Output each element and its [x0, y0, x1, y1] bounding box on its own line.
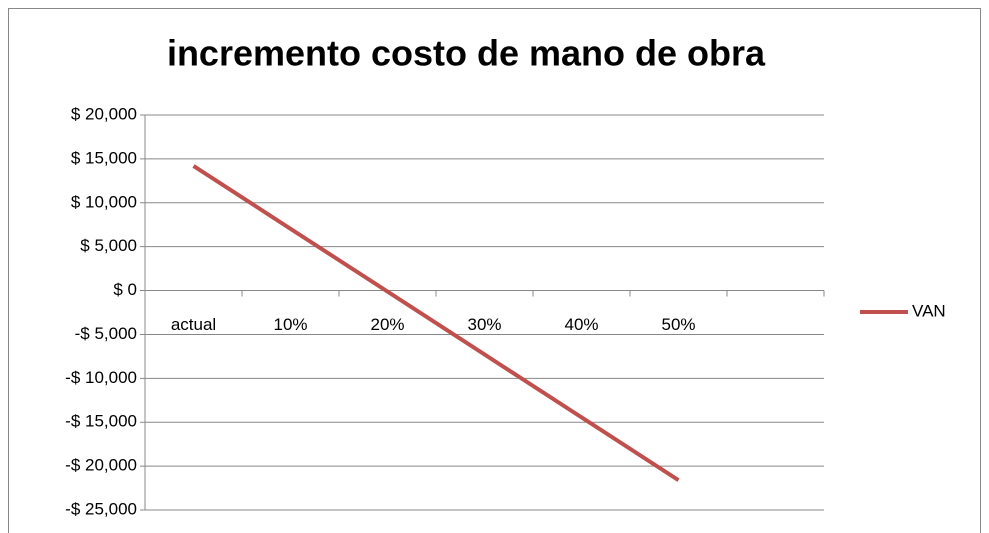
y-tick-label: $ 10,000: [71, 192, 137, 211]
x-tick-label: 20%: [370, 315, 404, 334]
y-tick-label: $ 0: [113, 280, 137, 299]
x-tick-label: 30%: [467, 315, 501, 334]
x-tick-label: actual: [171, 315, 216, 334]
y-tick-label: $ 5,000: [80, 236, 137, 255]
series-line: [192, 164, 680, 482]
y-tick-label: -$ 25,000: [65, 499, 137, 518]
chart-title: incremento costo de mano de obra: [167, 33, 766, 74]
chart-border: [8, 8, 981, 533]
y-tick-label: -$ 10,000: [65, 368, 137, 387]
x-tick-label: 50%: [661, 315, 695, 334]
y-tick-label: $ 15,000: [71, 148, 137, 167]
legend-label: VAN: [912, 301, 946, 320]
y-tick-label: -$ 20,000: [65, 456, 137, 475]
x-tick-label: 40%: [564, 315, 598, 334]
y-tick-label: -$ 5,000: [75, 324, 137, 343]
y-tick-label: $ 20,000: [71, 104, 137, 123]
y-tick-label: -$ 15,000: [65, 412, 137, 431]
x-tick-label: 10%: [273, 315, 307, 334]
